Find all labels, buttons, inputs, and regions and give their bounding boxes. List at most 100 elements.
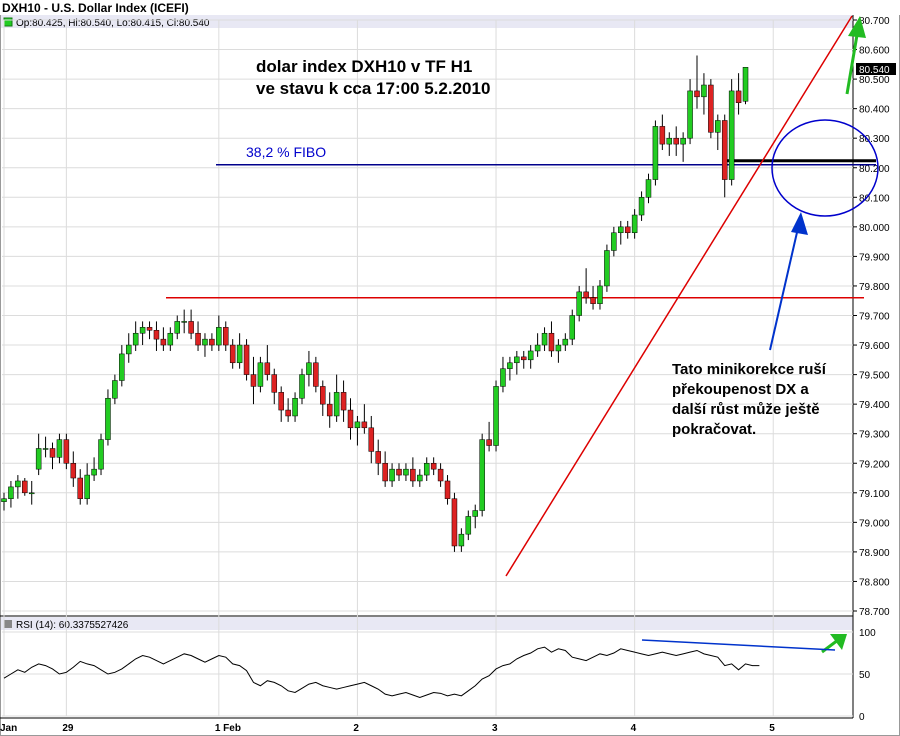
comment-line-4: pokračovat. bbox=[672, 421, 756, 438]
candle-body bbox=[410, 468, 416, 482]
candle-body bbox=[1, 498, 7, 502]
candle-body bbox=[347, 409, 354, 429]
candle-body bbox=[278, 392, 284, 411]
candle-body bbox=[534, 344, 541, 352]
last-price-badge bbox=[856, 63, 896, 75]
y-tick-label: 80.100 bbox=[859, 193, 890, 204]
x-tick-label: 1 Feb bbox=[215, 723, 241, 734]
candle-body bbox=[493, 386, 499, 446]
candle-body bbox=[333, 392, 340, 417]
candle-body bbox=[105, 397, 111, 440]
candle-body bbox=[652, 126, 659, 180]
candle-body bbox=[521, 356, 527, 361]
candle-body bbox=[42, 448, 49, 450]
comment-line-1: Tato minikorekce ruší bbox=[672, 361, 827, 378]
rsi-line bbox=[3, 646, 760, 699]
candle-body bbox=[437, 468, 444, 482]
level-lines bbox=[166, 159, 876, 299]
y-tick-label: 79.500 bbox=[859, 371, 890, 382]
candle-body bbox=[403, 468, 409, 476]
candle-body bbox=[257, 362, 264, 387]
x-tick-labels: Jan 29 1 Feb 2 3 4 5 bbox=[0, 723, 775, 734]
candle-body bbox=[320, 386, 326, 405]
last-price-label: 80.540 bbox=[859, 65, 890, 76]
candle-body bbox=[569, 315, 576, 340]
candle-body bbox=[694, 90, 700, 98]
candle-body bbox=[361, 421, 368, 429]
y-tick-label: 79.100 bbox=[859, 489, 890, 500]
candle-body bbox=[22, 480, 28, 494]
candle-body bbox=[77, 477, 83, 499]
candle-body bbox=[583, 291, 589, 299]
x-tick-label: 4 bbox=[631, 723, 637, 734]
candle-body bbox=[555, 344, 562, 352]
annotation-title-line2: ve stavu k cca 17:00 5.2.2010 bbox=[256, 79, 490, 98]
candle-body bbox=[389, 468, 395, 482]
candle-body bbox=[35, 448, 42, 470]
candle-body bbox=[195, 332, 201, 346]
rsi-title: RSI (14): 60.3375527426 bbox=[16, 620, 129, 631]
candle-body bbox=[444, 480, 451, 499]
candle-body bbox=[486, 439, 492, 446]
candle-body bbox=[160, 338, 167, 346]
candle-body bbox=[63, 439, 70, 464]
correction-circle bbox=[771, 119, 879, 217]
candle-body bbox=[264, 362, 271, 375]
y-tick-label: 79.900 bbox=[859, 252, 890, 263]
candle-body bbox=[340, 392, 347, 411]
annotation-title-line1: dolar index DXH10 v TF H1 bbox=[256, 57, 472, 76]
y-tick-label: 80.600 bbox=[859, 46, 890, 57]
x-tick-label: 5 bbox=[769, 723, 775, 734]
candle-body bbox=[645, 179, 652, 198]
candle-body bbox=[313, 362, 319, 387]
candle-body bbox=[243, 344, 250, 375]
candle-body bbox=[680, 137, 686, 145]
candle-body bbox=[742, 67, 749, 102]
green-arrow-head bbox=[848, 16, 866, 38]
trendline bbox=[505, 15, 853, 577]
candle-body bbox=[638, 197, 645, 216]
y-tick-label: 79.000 bbox=[859, 518, 890, 529]
candle-body bbox=[417, 474, 423, 482]
ohlc-bar bbox=[1, 15, 853, 28]
candle-body bbox=[659, 126, 666, 145]
candle-body bbox=[618, 226, 624, 234]
candle-body bbox=[84, 474, 90, 499]
ohlc-readout: Op:80.425, Hi:80.540, Lo:80.415, Cl:80.5… bbox=[16, 18, 210, 29]
candle-body bbox=[611, 232, 617, 251]
blue-arrow-head bbox=[791, 212, 808, 235]
candle-body bbox=[728, 90, 735, 180]
x-tick-label: 2 bbox=[353, 723, 359, 734]
candle-body bbox=[396, 468, 402, 476]
y-tick-label: 79.600 bbox=[859, 341, 890, 352]
y-tick-label: 79.800 bbox=[859, 282, 890, 293]
candle-body bbox=[132, 332, 139, 346]
candle-body bbox=[451, 498, 458, 547]
comment-line-2: překoupenost DX a bbox=[672, 381, 809, 398]
candle-body bbox=[354, 421, 361, 429]
candle-body bbox=[271, 374, 278, 393]
candle-body bbox=[472, 510, 478, 517]
candle-body bbox=[604, 250, 610, 287]
candle-body bbox=[500, 368, 506, 387]
candle-body bbox=[139, 327, 146, 334]
y-tick-label: 79.300 bbox=[859, 430, 890, 441]
candle-body bbox=[326, 403, 333, 417]
candle-body bbox=[98, 439, 104, 470]
candle-body bbox=[306, 362, 312, 375]
candle-body bbox=[666, 137, 673, 145]
candle-body bbox=[375, 451, 381, 464]
candle-body bbox=[229, 344, 236, 364]
candle-body bbox=[735, 90, 742, 103]
candle-body bbox=[285, 409, 291, 417]
candle-body bbox=[715, 120, 721, 133]
candle-body bbox=[562, 338, 569, 346]
rsi-legend-swatch bbox=[4, 620, 12, 628]
candle-body bbox=[91, 468, 97, 476]
x-tick-label: 29 bbox=[62, 723, 74, 734]
candle-body bbox=[590, 297, 596, 304]
y-tick-label: 80.700 bbox=[859, 16, 890, 27]
candle-body bbox=[112, 380, 118, 399]
